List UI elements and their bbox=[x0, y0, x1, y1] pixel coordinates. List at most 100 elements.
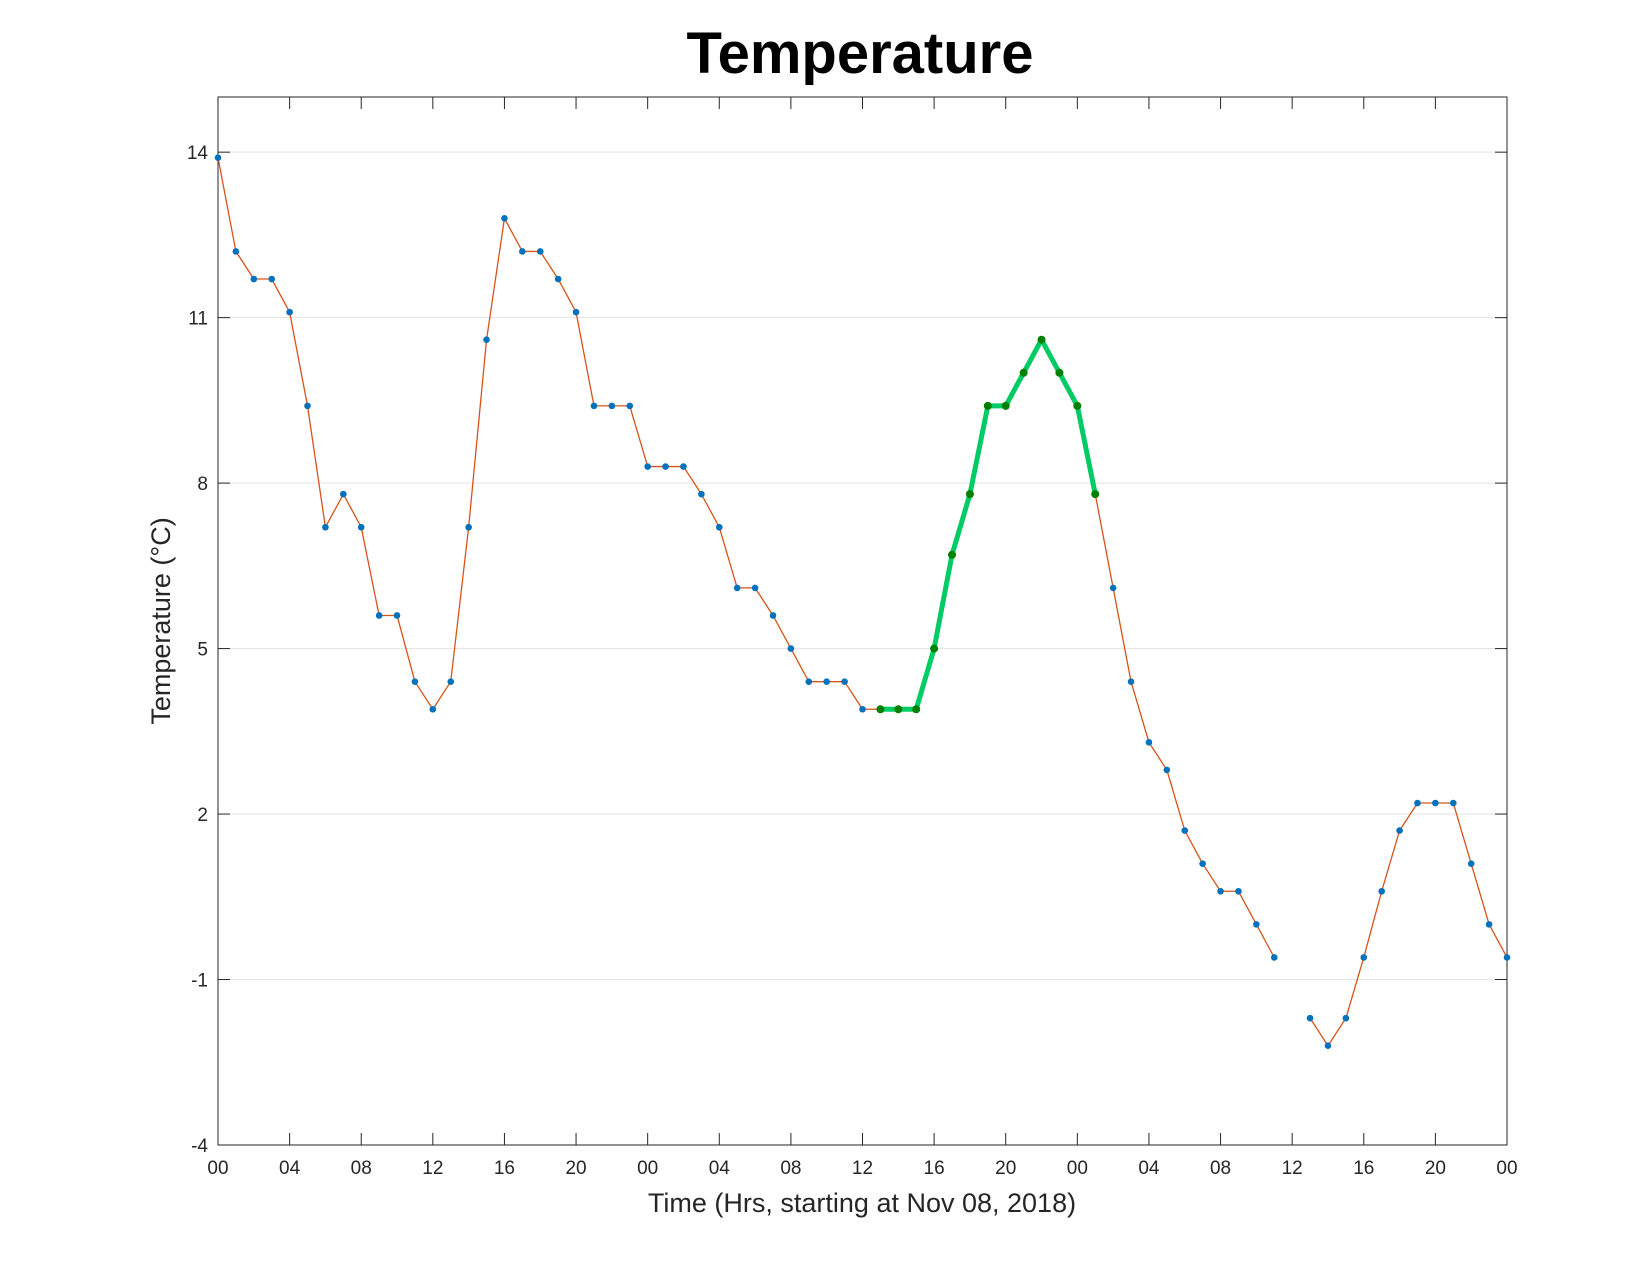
data-point bbox=[841, 678, 848, 685]
data-point bbox=[1270, 954, 1278, 961]
data-point bbox=[1324, 1042, 1332, 1050]
x-tick-label: 16 bbox=[1353, 1158, 1374, 1179]
highlight-point bbox=[1073, 401, 1082, 410]
y-tick-labels: -4 -1 2 5 8 11 14 bbox=[187, 143, 209, 1157]
highlight-point bbox=[948, 550, 957, 559]
data-point bbox=[1503, 954, 1511, 961]
data-point bbox=[769, 612, 777, 619]
x-tick-label: 04 bbox=[709, 1158, 731, 1179]
data-point bbox=[1306, 1014, 1314, 1022]
data-point bbox=[590, 402, 598, 410]
data-point bbox=[1181, 827, 1189, 834]
data-point bbox=[1449, 799, 1457, 807]
data-point bbox=[1467, 860, 1475, 867]
y-tick-label: 8 bbox=[197, 474, 208, 495]
data-point bbox=[572, 308, 580, 316]
x-tick-labels: 00 04 08 12 16 20 00 04 08 12 16 20 00 04 08 12 16 20 00 bbox=[207, 1158, 1517, 1179]
data-point bbox=[250, 275, 258, 283]
axis-ticks bbox=[217, 97, 1508, 1146]
data-point bbox=[1163, 766, 1171, 774]
highlight-point bbox=[965, 490, 974, 499]
data-point bbox=[859, 705, 866, 713]
x-tick-label: 12 bbox=[422, 1158, 443, 1179]
x-tick-label: 00 bbox=[1496, 1158, 1517, 1179]
data-point bbox=[268, 275, 276, 283]
data-point bbox=[1342, 1014, 1350, 1022]
data-point bbox=[1253, 921, 1260, 928]
data-point bbox=[715, 523, 723, 531]
x-tick-label: 00 bbox=[207, 1158, 228, 1179]
data-point bbox=[519, 248, 526, 255]
data-point bbox=[751, 584, 759, 592]
y-tick-label: -1 bbox=[191, 971, 208, 992]
highlight-point bbox=[894, 705, 903, 714]
x-tick-label: 20 bbox=[995, 1158, 1016, 1179]
data-point bbox=[1199, 860, 1206, 867]
x-tick-label: 20 bbox=[565, 1158, 586, 1179]
data-point bbox=[286, 308, 293, 316]
data-point bbox=[304, 402, 311, 410]
data-point bbox=[1378, 887, 1385, 895]
data-point bbox=[1145, 739, 1153, 746]
data-point bbox=[340, 490, 347, 498]
data-point bbox=[1432, 799, 1439, 807]
data-point bbox=[1217, 887, 1224, 895]
x-tick-label: 16 bbox=[494, 1158, 515, 1179]
y-tick-label: 11 bbox=[188, 309, 208, 330]
data-point bbox=[644, 463, 651, 470]
data-point bbox=[805, 678, 813, 685]
highlight-point bbox=[1055, 368, 1064, 377]
data-point bbox=[698, 490, 705, 498]
data-point bbox=[733, 584, 741, 592]
data-point bbox=[322, 523, 329, 531]
x-tick-label: 08 bbox=[351, 1158, 372, 1179]
data-point bbox=[536, 248, 544, 255]
chart-title: Temperature bbox=[686, 21, 1033, 86]
data-point bbox=[1360, 954, 1368, 961]
data-point bbox=[1485, 921, 1493, 928]
grid-lines bbox=[218, 151, 1507, 981]
x-axis-label: Time (Hrs, starting at Nov 08, 2018) bbox=[648, 1188, 1076, 1218]
data-point bbox=[787, 645, 795, 652]
data-point bbox=[1127, 678, 1135, 685]
x-tick-label: 16 bbox=[924, 1158, 945, 1179]
highlight-point bbox=[1001, 401, 1010, 410]
data-point bbox=[429, 705, 437, 713]
y-axis-label: Temperature (°C) bbox=[146, 517, 176, 724]
highlight-point bbox=[930, 644, 939, 653]
highlight-point bbox=[1037, 335, 1046, 344]
x-tick-label: 00 bbox=[637, 1158, 658, 1179]
highlight-point bbox=[1091, 490, 1100, 499]
data-point bbox=[447, 678, 455, 685]
data-point bbox=[465, 523, 472, 531]
data-point bbox=[411, 678, 419, 685]
y-tick-label: 14 bbox=[187, 143, 209, 164]
x-tick-label: 08 bbox=[1210, 1158, 1231, 1179]
data-point bbox=[662, 463, 669, 470]
data-point bbox=[626, 402, 634, 410]
data-point bbox=[1414, 799, 1421, 807]
data-point bbox=[501, 215, 508, 222]
highlight-point bbox=[1019, 368, 1028, 377]
data-point bbox=[214, 154, 222, 161]
x-tick-label: 00 bbox=[1067, 1158, 1088, 1179]
data-point bbox=[375, 612, 383, 619]
x-tick-label: 04 bbox=[279, 1158, 301, 1179]
data-markers bbox=[214, 154, 1511, 1050]
y-tick-label: 5 bbox=[197, 640, 208, 661]
highlight-point bbox=[983, 401, 992, 410]
x-tick-label: 12 bbox=[852, 1158, 873, 1179]
data-point bbox=[232, 248, 240, 255]
x-tick-label: 04 bbox=[1138, 1158, 1160, 1179]
data-point bbox=[823, 678, 830, 685]
highlight-point bbox=[876, 705, 885, 714]
data-point bbox=[357, 523, 365, 531]
data-point bbox=[393, 612, 401, 619]
x-tick-label: 12 bbox=[1282, 1158, 1303, 1179]
data-point bbox=[1235, 887, 1242, 895]
data-point bbox=[1109, 584, 1117, 592]
data-point bbox=[554, 275, 562, 283]
data-point bbox=[680, 463, 687, 470]
